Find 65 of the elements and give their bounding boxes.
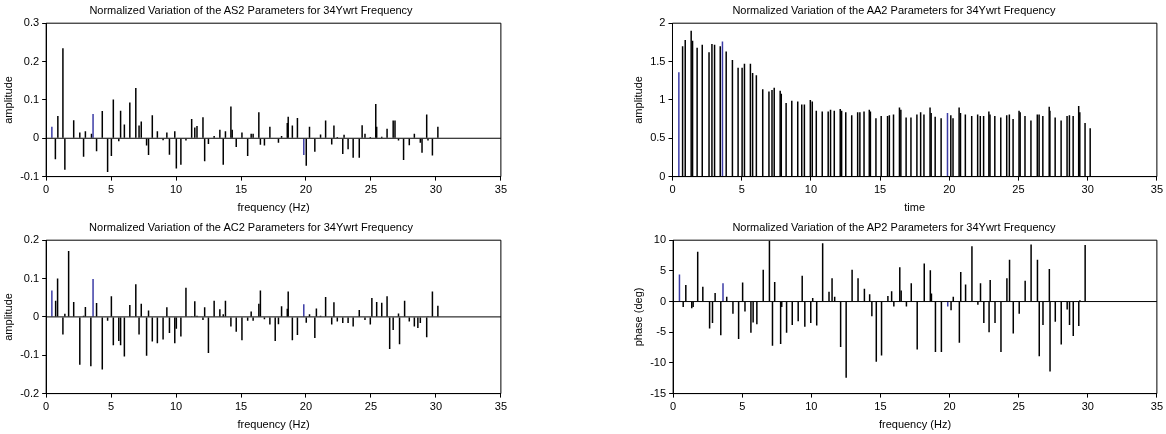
x-tick-label: 5 xyxy=(739,400,746,413)
x-tick-label: 10 xyxy=(169,400,183,413)
x-tick-label: 10 xyxy=(804,183,818,196)
x-tick-label: 30 xyxy=(429,400,443,413)
x-tick-label: 35 xyxy=(1150,183,1164,196)
x-tick-label: 35 xyxy=(494,400,508,413)
y-axis-title: amplitude xyxy=(1,293,14,341)
y-tick-label: 0.5 xyxy=(650,131,666,144)
x-tick-label: 20 xyxy=(299,183,313,196)
x-tick-label: 30 xyxy=(1081,183,1094,196)
y-tick-label: 0.3 xyxy=(23,16,40,29)
x-tick-label: 0 xyxy=(43,183,50,196)
x-tick-label: 15 xyxy=(873,183,887,196)
x-tick-label: 5 xyxy=(108,400,115,413)
y-axis-title: amplitude xyxy=(1,76,14,124)
y-tick-label: 1 xyxy=(659,92,666,105)
x-tick-label: 35 xyxy=(494,183,508,196)
x-tick-label: 0 xyxy=(670,400,677,413)
x-axis-title: frequency (Hz) xyxy=(237,201,310,214)
x-tick-label: 25 xyxy=(1012,400,1025,413)
x-tick-label: 30 xyxy=(429,183,443,196)
y-tick-label: 1.5 xyxy=(650,54,666,67)
y-tick-label: -10 xyxy=(650,355,667,368)
y-axis-title: phase (deg) xyxy=(631,287,644,347)
chart-title: Normalized Variation of the AA2 Parameters for 34Ywrt Frequency xyxy=(732,3,1057,16)
x-tick-label: 30 xyxy=(1081,400,1094,413)
chart-title: Normalized Variation of the AS2 Parameters for 34Ywrt Frequency xyxy=(89,3,414,16)
x-tick-label: 20 xyxy=(943,400,956,413)
x-tick-label: 20 xyxy=(299,400,313,413)
x-tick-label: 20 xyxy=(943,183,956,196)
y-tick-label: 0 xyxy=(659,169,666,182)
x-axis-title: frequency (Hz) xyxy=(237,418,310,431)
x-tick-label: 5 xyxy=(108,183,115,196)
y-tick-label: 0.2 xyxy=(23,54,40,67)
y-tick-label: -0.1 xyxy=(20,169,40,182)
x-tick-label: 0 xyxy=(669,183,676,196)
y-tick-label: 5 xyxy=(659,263,667,276)
chart-title: Normalized Variation of the AP2 Parameters for 34Ywrt Frequency xyxy=(732,220,1057,233)
x-tick-label: 5 xyxy=(738,183,745,196)
y-tick-label: 0 xyxy=(33,131,40,144)
y-tick-label: -15 xyxy=(650,386,667,399)
x-axis-title: frequency (Hz) xyxy=(878,418,952,431)
x-tick-label: 10 xyxy=(169,183,183,196)
y-tick-label: 2 xyxy=(659,16,666,29)
y-tick-label: -0.2 xyxy=(20,386,40,399)
x-tick-label: 25 xyxy=(364,400,378,413)
y-tick-label: 0.1 xyxy=(23,92,40,105)
x-tick-label: 0 xyxy=(43,400,50,413)
y-tick-label: 0 xyxy=(33,309,40,322)
x-tick-label: 15 xyxy=(234,183,248,196)
chart-title: Normalized Variation of the AC2 Parameters for 34Ywrt Frequency xyxy=(89,220,414,233)
y-tick-label: 10 xyxy=(653,233,667,246)
y-tick-label: -5 xyxy=(656,325,667,338)
y-tick-label: 0.2 xyxy=(23,233,40,246)
y-tick-label: 0.1 xyxy=(23,271,40,284)
x-tick-label: 10 xyxy=(805,400,818,413)
x-tick-label: 15 xyxy=(234,400,248,413)
x-tick-label: 25 xyxy=(364,183,378,196)
y-axis-title: amplitude xyxy=(631,76,644,124)
x-tick-label: 15 xyxy=(874,400,887,413)
x-tick-label: 25 xyxy=(1012,183,1025,196)
y-tick-label: -0.1 xyxy=(20,348,40,361)
y-tick-label: 0 xyxy=(659,294,667,307)
x-tick-label: 35 xyxy=(1150,400,1164,413)
x-axis-title: time xyxy=(904,201,926,214)
